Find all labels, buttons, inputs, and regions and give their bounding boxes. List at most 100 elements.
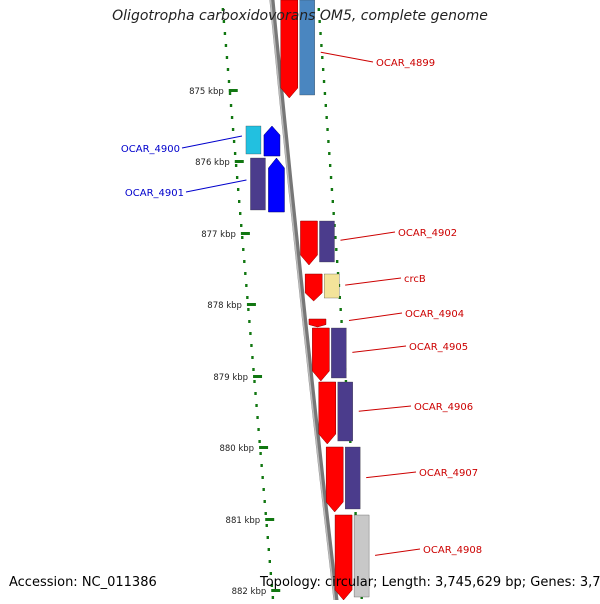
ruler-dot bbox=[227, 80, 231, 83]
ruler-dot bbox=[239, 212, 242, 215]
ruler-tick bbox=[246, 303, 256, 306]
ruler-dot bbox=[322, 80, 326, 83]
ruler-dot bbox=[324, 104, 327, 107]
ruler-dot bbox=[321, 68, 325, 71]
label-leader-line bbox=[352, 345, 407, 353]
ruler-dot bbox=[269, 572, 273, 575]
label-leader-line bbox=[340, 231, 396, 241]
label-leader-line bbox=[185, 179, 247, 193]
ruler-dot bbox=[262, 488, 265, 491]
gene-label[interactable]: OCAR_4900 bbox=[121, 144, 180, 155]
ruler-dot bbox=[329, 176, 333, 179]
label-leader-line bbox=[375, 548, 421, 556]
ruler-tick-label: 879 kbp bbox=[213, 373, 248, 383]
gene-label[interactable]: OCAR_4905 bbox=[409, 342, 468, 353]
gene-label[interactable]: OCAR_4901 bbox=[125, 188, 184, 199]
ruler-dot bbox=[256, 416, 259, 419]
cog-box bbox=[299, 0, 315, 96]
ruler-dot bbox=[257, 428, 260, 431]
ruler-dot bbox=[225, 56, 229, 59]
ruler-dot bbox=[268, 560, 271, 563]
ruler-dot bbox=[240, 224, 243, 227]
ruler-dot bbox=[255, 404, 258, 407]
ruler-dot bbox=[244, 272, 247, 275]
ruler-dot bbox=[265, 524, 268, 527]
ruler-dot bbox=[250, 344, 253, 347]
genome-backbone bbox=[269, 0, 339, 603]
gene-label[interactable]: OCAR_4907 bbox=[419, 468, 478, 479]
ruler-dot bbox=[261, 476, 264, 479]
ruler-dot bbox=[228, 92, 232, 95]
label-leader-line bbox=[181, 135, 243, 149]
ruler-tick bbox=[228, 89, 238, 92]
ruler-dot bbox=[235, 176, 239, 179]
ruler-dot bbox=[323, 92, 327, 95]
ruler-dot bbox=[224, 44, 228, 47]
gene-label[interactable]: OCAR_4904 bbox=[405, 309, 464, 320]
gene-label[interactable]: OCAR_4899 bbox=[376, 58, 435, 69]
genome-summary-text: Topology: circular; Length: 3,745,629 bp… bbox=[260, 575, 600, 590]
ruler-dot bbox=[226, 68, 230, 71]
ruler-dot bbox=[271, 596, 275, 599]
backbone-layer bbox=[269, 0, 339, 603]
gene-label[interactable]: OCAR_4908 bbox=[423, 545, 482, 556]
cog-box bbox=[324, 273, 340, 299]
ruler-dot bbox=[230, 116, 234, 119]
ruler-dot bbox=[317, 8, 320, 11]
gene-label[interactable]: crcB bbox=[404, 274, 426, 285]
cds-arrow[interactable] bbox=[325, 446, 344, 513]
ruler-tick bbox=[265, 518, 275, 521]
ruler-dot bbox=[318, 20, 321, 23]
cds-arrow[interactable] bbox=[263, 125, 281, 157]
cog-box bbox=[250, 157, 266, 211]
cds-arrow[interactable] bbox=[304, 273, 323, 302]
ruler-dot bbox=[326, 128, 329, 131]
ruler-tick bbox=[271, 589, 281, 592]
ruler-dot bbox=[248, 320, 251, 323]
cog-box bbox=[337, 381, 353, 442]
cog-box bbox=[245, 125, 262, 155]
ruler-dot bbox=[360, 596, 363, 599]
cds-arrow[interactable] bbox=[312, 327, 330, 382]
ruler-dot bbox=[259, 452, 262, 455]
cds-arrow[interactable] bbox=[308, 318, 327, 328]
cog-box bbox=[345, 446, 361, 510]
ruler-dot bbox=[223, 32, 227, 35]
ruler-layer: 875 kbp 876 kbp 877 kbp 878 kbp 879 kbp 880 k… bbox=[189, 8, 363, 599]
ruler-dot bbox=[246, 296, 249, 299]
ruler-dot bbox=[344, 380, 348, 383]
ruler-dot bbox=[331, 200, 334, 203]
ruler-dot bbox=[232, 140, 236, 143]
backbone-highlight bbox=[269, 0, 336, 601]
cds-arrow[interactable] bbox=[268, 157, 285, 213]
ruler-dot bbox=[238, 200, 241, 203]
feature-layer bbox=[245, 0, 370, 601]
ruler-dot bbox=[247, 308, 250, 311]
ruler-dot bbox=[258, 440, 261, 443]
cds-arrow[interactable] bbox=[300, 220, 318, 266]
ruler-dot bbox=[251, 356, 254, 359]
ruler-dot bbox=[263, 500, 266, 503]
ruler-dot bbox=[349, 440, 352, 443]
gene-label[interactable]: OCAR_4902 bbox=[398, 228, 457, 239]
ruler-dot bbox=[325, 116, 328, 119]
ruler-dot bbox=[242, 248, 245, 251]
gene-label[interactable]: OCAR_4906 bbox=[414, 402, 473, 413]
ruler-dot bbox=[253, 380, 256, 383]
ruler-tick-label: 881 kbp bbox=[226, 516, 261, 526]
cds-arrow[interactable] bbox=[334, 514, 353, 601]
ruler-dot bbox=[233, 152, 237, 155]
cds-arrow[interactable] bbox=[318, 381, 337, 445]
ruler-dot bbox=[330, 188, 334, 191]
cds-arrow[interactable] bbox=[280, 0, 299, 99]
ruler-dot bbox=[338, 296, 342, 299]
ruler-dot bbox=[321, 56, 324, 59]
ruler-dot bbox=[221, 8, 225, 11]
ruler-tick-label: 880 kbp bbox=[219, 444, 254, 454]
ruler-dot bbox=[236, 188, 240, 191]
ruler-dot bbox=[336, 272, 340, 275]
label-leader-line bbox=[348, 312, 403, 321]
ruler-dot bbox=[267, 548, 270, 551]
